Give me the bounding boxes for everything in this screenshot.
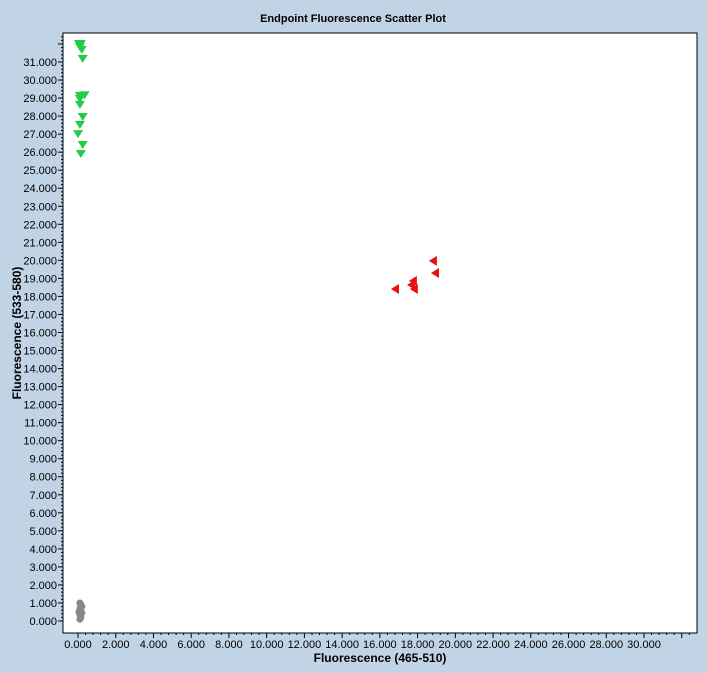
y-tick-label: 26.000 xyxy=(23,147,57,159)
x-tick-label: 14.000 xyxy=(325,639,359,651)
y-tick-label: 23.000 xyxy=(23,201,57,213)
data-point-green xyxy=(74,120,85,129)
x-tick-label: 30.000 xyxy=(627,639,661,651)
y-tick-label: 17.000 xyxy=(23,309,57,321)
x-tick-label: 4.000 xyxy=(140,639,168,651)
y-tick-label: 18.000 xyxy=(23,291,57,303)
data-point-red xyxy=(428,255,437,266)
x-tick-label: 28.000 xyxy=(589,639,623,651)
y-tick-label: 5.000 xyxy=(29,526,57,538)
y-tick-label: 31.000 xyxy=(23,57,57,69)
y-tick-label: 7.000 xyxy=(29,490,57,502)
x-tick-label: 6.000 xyxy=(177,639,205,651)
x-tick-label: 20.000 xyxy=(439,639,473,651)
x-tick-label: 22.000 xyxy=(476,639,510,651)
y-tick-label: 21.000 xyxy=(23,237,57,249)
data-point-green xyxy=(76,45,87,54)
y-tick-label: 28.000 xyxy=(23,111,57,123)
data-point-green xyxy=(77,54,88,63)
chart-title: Endpoint Fluorescence Scatter Plot xyxy=(260,13,446,25)
y-axis-label: Fluorescence (533-580) xyxy=(10,267,24,400)
y-tick-label: 24.000 xyxy=(23,183,57,195)
x-tick-label: 0.000 xyxy=(64,639,92,651)
y-tick-label: 3.000 xyxy=(29,562,57,574)
y-tick-label: 12.000 xyxy=(23,400,57,412)
data-point-green xyxy=(77,140,88,149)
x-tick-label: 18.000 xyxy=(401,639,435,651)
y-tick-label: 1.000 xyxy=(29,598,57,610)
data-point-green xyxy=(75,149,86,158)
x-tick-label: 2.000 xyxy=(102,639,130,651)
y-tick-label: 0.000 xyxy=(29,616,57,628)
x-tick-label: 12.000 xyxy=(288,639,322,651)
data-point-red xyxy=(409,284,418,295)
y-tick-label: 11.000 xyxy=(24,418,57,430)
y-tick-label: 13.000 xyxy=(23,382,57,394)
y-tick-label: 4.000 xyxy=(29,544,57,556)
data-point-green xyxy=(77,112,88,121)
data-point-red xyxy=(430,267,439,278)
y-tick-label: 10.000 xyxy=(23,436,57,448)
data-point-red xyxy=(390,284,399,295)
x-tick-label: 8.000 xyxy=(215,639,243,651)
x-tick-label: 16.000 xyxy=(363,639,397,651)
y-tick-label: 25.000 xyxy=(23,165,57,177)
y-tick-label: 16.000 xyxy=(23,327,57,339)
y-tick-label: 14.000 xyxy=(23,364,57,376)
y-tick-label: 6.000 xyxy=(29,508,57,520)
y-tick-label: 29.000 xyxy=(23,93,57,105)
y-tick-label: 15.000 xyxy=(23,346,57,358)
data-point-gray xyxy=(76,615,84,623)
x-tick-label: 26.000 xyxy=(552,639,586,651)
x-tick-label: 10.000 xyxy=(250,639,284,651)
y-tick-label: 20.000 xyxy=(23,255,57,267)
plot-area xyxy=(62,32,698,634)
data-point-green xyxy=(74,94,85,103)
y-tick-label: 9.000 xyxy=(29,454,57,466)
x-axis-label: Fluorescence (465-510) xyxy=(314,651,447,665)
y-tick-label: 30.000 xyxy=(23,75,57,87)
y-tick-label: 2.000 xyxy=(29,580,57,592)
data-point-green xyxy=(74,100,85,109)
y-tick-label: 19.000 xyxy=(23,273,57,285)
y-tick-label: 22.000 xyxy=(23,219,57,231)
data-point-green xyxy=(73,130,83,139)
y-tick-label: 27.000 xyxy=(23,129,57,141)
y-tick-label: 8.000 xyxy=(29,472,57,484)
x-tick-label: 24.000 xyxy=(514,639,548,651)
